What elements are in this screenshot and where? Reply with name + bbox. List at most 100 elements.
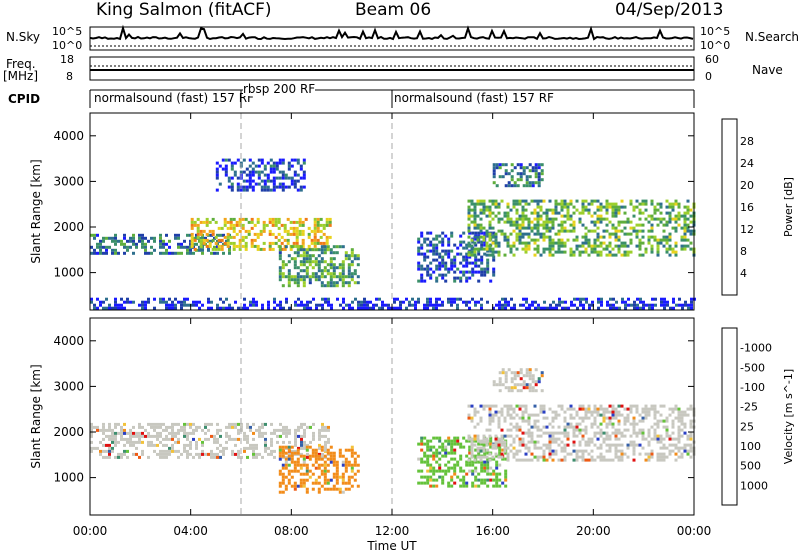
echo-cell [192,422,195,426]
echo-cell [226,235,230,239]
echo-cell [317,457,321,461]
echo-cell [241,226,245,230]
y-axis-label: Slant Range [km] [29,159,43,263]
echo-cell [281,260,285,264]
echo-cell [668,434,672,438]
echo-cell [504,169,508,173]
echo-cell [307,235,311,239]
echo-cell [599,217,603,221]
echo-cell [219,306,222,310]
echo-cell [453,469,457,473]
echo-cell [617,431,621,435]
echo-cell [494,434,498,438]
echo-cell [596,232,600,236]
echo-cell [267,303,270,307]
echo-cell [344,481,348,485]
echo-cell [297,303,300,307]
echo-cell [329,257,333,261]
echo-cell [114,431,117,435]
echo-cell [266,188,270,192]
echo-cell [313,223,317,227]
echo-cell [605,202,609,206]
echo-cell [524,452,528,456]
echo-cell [560,208,564,212]
echo-cell [509,244,513,248]
y-tick-label: 3000 [53,174,84,188]
echo-cell [596,235,600,239]
echo-cell [144,245,147,249]
echo-cell [590,455,594,459]
echo-cell [196,229,200,233]
echo-cell [156,443,159,447]
echo-cell [509,416,513,420]
echo-cell [468,261,472,265]
echo-cell [518,238,522,242]
echo-cell [270,437,273,441]
echo-cell [545,431,549,435]
echo-cell [141,245,144,249]
echo-cell [153,449,156,453]
echo-cell [581,208,585,212]
echo-cell [444,463,448,467]
echo-cell [663,300,666,304]
echo-cell [518,226,522,230]
echo-cell [596,226,600,230]
echo-cell [548,452,552,456]
echo-cell [578,217,582,221]
echo-cell [501,457,505,461]
echo-cell [186,248,189,252]
echo-cell [647,229,651,233]
echo-cell [456,246,460,250]
echo-cell [299,260,303,264]
echo-cell [294,428,297,432]
echo-cell [303,303,306,307]
echo-cell [539,446,543,450]
echo-cell [285,425,288,429]
echo-cell [542,431,546,435]
echo-cell [494,202,498,206]
echo-cell [488,211,492,215]
echo-cell [344,457,348,461]
echo-cell [363,303,366,307]
echo-cell [465,276,469,280]
echo-cell [262,220,266,224]
echo-cell [150,443,153,447]
echo-cell [674,253,678,257]
nsky-trace [89,24,694,41]
echo-cell [515,413,519,417]
echo-cell [453,466,457,470]
echo-cell [467,458,471,462]
echo-cell [482,205,486,209]
echo-cell [632,458,636,462]
echo-cell [665,223,669,227]
echo-cell [504,163,508,167]
echo-cell [674,229,678,233]
echo-cell [668,232,672,236]
echo-cell [313,241,317,245]
echo-cell [347,266,351,270]
echo-cell [132,434,135,438]
echo-cell [293,158,297,162]
echo-cell [286,238,290,242]
echo-cell [316,217,320,221]
echo-cell [528,175,532,179]
echo-cell [554,437,558,441]
echo-cell [338,490,342,494]
echo-cell [593,199,597,203]
echo-cell [498,451,502,455]
echo-region [90,297,696,310]
echo-cell [651,303,654,307]
echo-cell [341,475,345,479]
echo-cell [536,250,540,254]
echo-cell [326,448,330,452]
echo-cell [528,181,532,185]
echo-cell [350,445,354,449]
echo-cell [236,185,240,189]
echo-cell [536,446,540,450]
echo-cell [557,425,561,429]
echo-cell [210,239,213,243]
echo-cell [351,306,354,310]
echo-cell [417,237,421,241]
echo-cell [479,202,483,206]
echo-cell [219,297,222,301]
